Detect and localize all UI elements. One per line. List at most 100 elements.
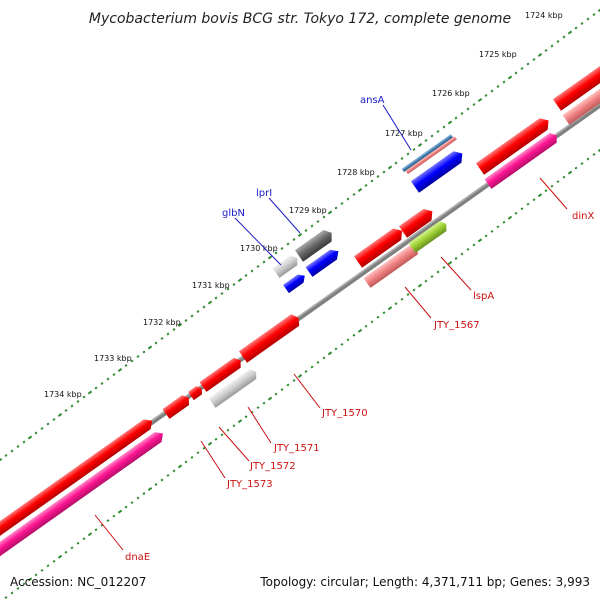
outer-tick-91	[544, 49, 548, 52]
outer-tick-29	[172, 328, 176, 331]
inner-tick-55	[327, 351, 333, 356]
inner-tick-8	[46, 564, 50, 568]
outer-tick-30	[177, 322, 183, 328]
outer-tick-86	[514, 71, 518, 75]
gene-ansA-gene[interactable]	[401, 133, 457, 175]
gene-JTY_1573-cds[interactable]	[162, 393, 193, 419]
gene-dnaE-gene[interactable]	[0, 429, 166, 561]
inner-tick-70	[417, 283, 423, 288]
inner-tick-3	[16, 586, 20, 590]
inner-tick-24	[142, 492, 146, 495]
gene-label-dnaE[interactable]: dnaE	[125, 552, 150, 563]
inner-tick-92	[550, 184, 554, 188]
gene-glbN-cds[interactable]	[283, 272, 308, 294]
inner-tick-100	[597, 147, 600, 153]
outer-tick-94	[562, 35, 566, 39]
gene-label-lprI[interactable]: lprI	[256, 188, 272, 199]
scale-label-1724: 1724 kbp	[525, 11, 563, 20]
gene-label-dinX[interactable]: dinX	[572, 211, 594, 222]
gene-lspA-cds[interactable]	[398, 205, 436, 238]
outer-tick-74	[442, 125, 446, 129]
inner-tick-57	[340, 342, 344, 346]
inner-tick-90	[537, 193, 543, 198]
outer-tick-12	[70, 404, 74, 408]
outer-tick-44	[262, 260, 266, 264]
gene-dinX-gene[interactable]	[484, 131, 560, 189]
outer-tick-19	[112, 373, 116, 376]
inner-tick-20	[117, 509, 123, 514]
outer-tick-25	[147, 345, 153, 350]
gene-label-JTY_1567[interactable]: JTY_1567	[433, 320, 480, 331]
outer-tick-11	[64, 409, 68, 412]
gene-ansA-cds[interactable]	[410, 148, 466, 193]
inner-tick-71	[424, 279, 428, 283]
outer-tick-45	[267, 255, 273, 260]
inner-tick-7	[40, 568, 44, 572]
gene-label-glbN[interactable]: glbN	[222, 208, 245, 219]
inner-tick-83	[496, 225, 500, 229]
inner-tick-27	[160, 478, 164, 482]
gene-JTY_1567-gene[interactable]	[363, 242, 422, 288]
inner-tick-63	[376, 315, 380, 319]
inner-tick-11	[64, 550, 68, 554]
outer-tick-41	[244, 274, 248, 277]
inner-tick-50	[297, 373, 303, 379]
outer-tick-34	[202, 305, 206, 309]
gene-glbN-gene[interactable]	[272, 253, 301, 278]
inner-tick-26	[154, 483, 158, 486]
inner-tick-1	[4, 596, 8, 599]
inner-tick-64	[382, 311, 386, 315]
gene-JTY_1572-cds[interactable]	[188, 384, 204, 401]
gene-label-JTY_1570[interactable]: JTY_1570	[321, 408, 368, 419]
gene-JTY_1571-gene[interactable]	[208, 367, 260, 408]
gene-label-lspA[interactable]: lspA	[473, 291, 494, 302]
outer-tick-64	[382, 170, 386, 174]
gene-JTY_1571-cds[interactable]	[199, 356, 244, 392]
inner-tick-79	[472, 243, 476, 247]
gene-dnaE-cds[interactable]	[0, 416, 156, 542]
outer-tick-54	[322, 215, 326, 219]
outer-tick-100	[597, 7, 600, 13]
outer-tick-65	[387, 165, 393, 170]
inner-tick-49	[292, 379, 296, 382]
inner-tick-94	[562, 175, 566, 179]
inner-tick-78	[466, 247, 470, 251]
inner-tick-81	[484, 234, 488, 238]
gene-lprI-cds[interactable]	[305, 246, 342, 277]
outer-tick-99	[592, 13, 596, 16]
outer-tick-57	[340, 202, 344, 205]
outer-tick-93	[556, 40, 560, 43]
inner-tick-22	[130, 501, 134, 505]
outer-tick-88	[526, 62, 530, 66]
scale-label-1730: 1730 kbp	[240, 244, 278, 253]
gene-lprI-gene[interactable]	[294, 227, 336, 262]
gene-label-JTY_1572[interactable]: JTY_1572	[249, 461, 296, 472]
outer-tick-39	[232, 283, 236, 286]
outer-tick-82	[490, 89, 494, 93]
gene-dinX-cds[interactable]	[475, 115, 553, 175]
gene-lspA-gene[interactable]	[408, 219, 450, 253]
inner-tick-58	[346, 338, 350, 342]
inner-tick-82	[490, 229, 494, 233]
outer-tick-18	[106, 377, 110, 381]
scale-label-1728: 1728 kbp	[337, 168, 375, 177]
outer-tick-98	[586, 17, 590, 21]
inner-tick-89	[532, 198, 536, 202]
outer-tick-87	[520, 67, 524, 70]
gene-edge-cds[interactable]	[552, 64, 600, 111]
gene-JTY_1567-cds[interactable]	[353, 225, 406, 268]
gene-edge-gene[interactable]	[562, 80, 600, 125]
gene-label-ansA[interactable]: ansA	[360, 95, 385, 106]
inner-tick-4	[22, 582, 26, 586]
gene-JTY_1570-cds[interactable]	[238, 312, 303, 363]
gene-label-JTY_1573[interactable]: JTY_1573	[226, 479, 273, 490]
outer-tick-50	[297, 232, 303, 238]
gene-label-JTY_1571[interactable]: JTY_1571	[273, 443, 320, 454]
outer-tick-60	[357, 187, 363, 193]
outer-tick-38	[226, 287, 230, 291]
outer-tick-53	[316, 220, 320, 223]
inner-tick-53	[316, 360, 320, 364]
inner-tick-16	[94, 528, 98, 532]
inner-tick-93	[556, 180, 560, 184]
